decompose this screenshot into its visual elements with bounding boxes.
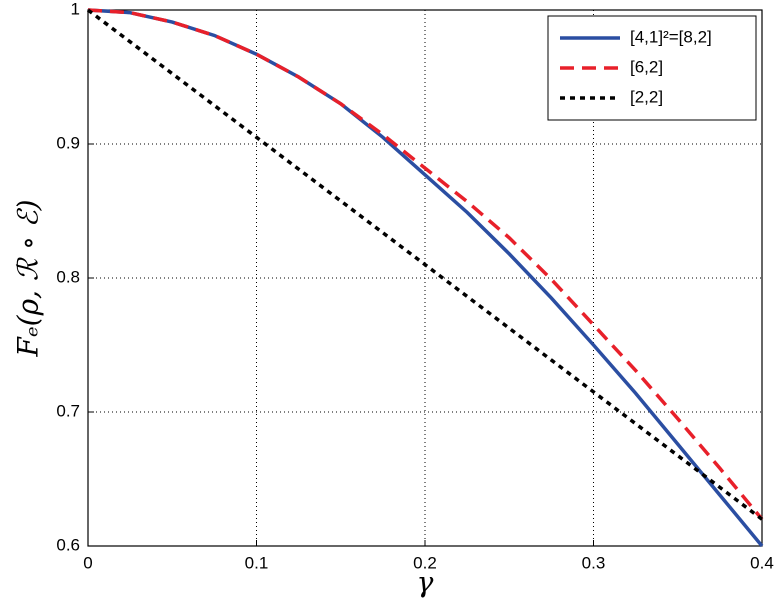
x-axis-label: γ bbox=[417, 566, 434, 599]
y-tick-label: 1 bbox=[71, 0, 80, 18]
plot-frame bbox=[87, 9, 763, 547]
legend-label: [6,2] bbox=[630, 57, 663, 76]
x-tick-label: 0.3 bbox=[582, 553, 606, 572]
series-line bbox=[86, 8, 764, 521]
legend-label: [2,2] bbox=[630, 87, 663, 106]
x-tick-label: 0 bbox=[83, 553, 92, 572]
y-axis-label: Fₑ(ρ, ℛ ∘ ℰ) bbox=[12, 199, 45, 357]
legend-label: [4,1]²=[8,2] bbox=[630, 27, 712, 46]
x-tick-label: 0.4 bbox=[750, 553, 774, 572]
x-tick-label: 0.2 bbox=[413, 553, 437, 572]
y-tick-label: 0.9 bbox=[56, 133, 80, 152]
series-line bbox=[87, 8, 764, 521]
x-tick-label: 0.1 bbox=[245, 553, 269, 572]
y-tick-label: 0.8 bbox=[56, 267, 80, 286]
y-tick-label: 0.6 bbox=[56, 535, 80, 554]
y-tick-label: 0.7 bbox=[56, 401, 80, 420]
